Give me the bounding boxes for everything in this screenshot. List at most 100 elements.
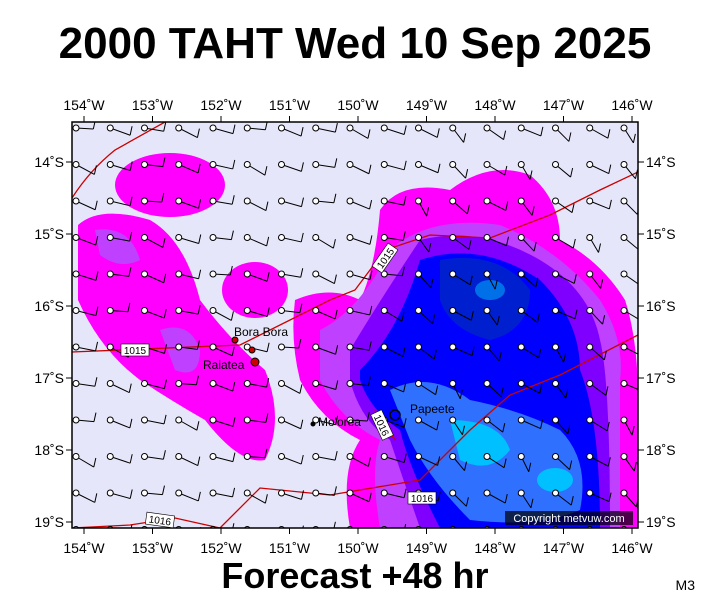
wind-barb [106, 380, 132, 394]
barb-flag [567, 424, 571, 434]
barb-staff [247, 273, 268, 282]
wind-barb [175, 304, 201, 315]
barb-staff [453, 530, 468, 542]
barb-flag [129, 126, 133, 136]
barb-flag [570, 496, 574, 506]
lon-label: 151˚W [269, 540, 311, 556]
barb-flag [196, 421, 200, 431]
barb-flag [602, 315, 606, 325]
station [586, 380, 594, 387]
barb-flag [471, 346, 475, 356]
wind-barb [415, 234, 432, 253]
wind-barb [243, 377, 270, 388]
barb-flag [403, 488, 407, 498]
wind-barb [346, 489, 372, 503]
barb-flag [531, 206, 535, 216]
barb-flag [335, 345, 339, 355]
wind-barb [312, 193, 337, 205]
barb-flag [465, 169, 469, 179]
lat-label: 18˚S [34, 442, 64, 458]
station [106, 234, 114, 241]
station [243, 161, 251, 168]
wind-barb [620, 124, 636, 144]
station [209, 307, 217, 314]
station [620, 161, 628, 168]
wind-barb [415, 197, 430, 217]
wind-barb [141, 307, 167, 319]
wind-barb [552, 453, 573, 470]
barb-staff [486, 237, 507, 247]
station [449, 270, 457, 278]
map-frame [71, 121, 639, 529]
barb-flag [530, 498, 534, 508]
barb-flag [266, 272, 270, 282]
barb-staff [384, 419, 405, 428]
wind-barb [141, 234, 166, 248]
copyright: Copyright metvuw.com [513, 513, 624, 525]
wind-barb [449, 161, 469, 179]
barb-flag [540, 126, 544, 137]
wind-barb [518, 526, 535, 544]
wind-barb [72, 234, 99, 246]
barb-flag [504, 493, 508, 504]
wind-barb [586, 270, 604, 289]
wind-barb [175, 416, 200, 431]
barb-flag [198, 199, 202, 209]
footer: Forecast +48 hr [221, 555, 488, 596]
barb-flag [335, 415, 339, 425]
barb-flag [568, 132, 572, 142]
barb-flag [535, 277, 539, 287]
wind-barb [483, 234, 509, 247]
station [449, 124, 457, 132]
islands [231, 336, 401, 427]
wind-barb [586, 343, 607, 361]
barb-flag [300, 268, 304, 278]
wind-barb [483, 124, 507, 141]
barb-staff [110, 530, 130, 534]
wind-barb [620, 307, 638, 320]
station [586, 489, 594, 497]
station [346, 416, 354, 424]
station [380, 307, 388, 314]
station [380, 270, 388, 278]
wind-barb [483, 307, 500, 326]
wind-barb [106, 302, 131, 314]
wind-barb [449, 270, 473, 286]
barb-staff [178, 456, 198, 467]
barb-flag [299, 384, 303, 394]
barb-staff [281, 419, 301, 430]
station [620, 453, 628, 460]
station [312, 270, 320, 278]
wind-barb [483, 161, 508, 176]
barb-flag [369, 270, 373, 280]
barb-flag [232, 381, 236, 392]
wind-barb [586, 197, 612, 210]
barb-flag [572, 238, 576, 249]
barb-flag [533, 535, 535, 544]
station [449, 489, 457, 497]
barb-flag [128, 267, 132, 277]
barb-staff [110, 419, 131, 429]
barb-flag [574, 309, 578, 319]
wind-barb [449, 307, 474, 321]
wind-barb [141, 270, 167, 284]
barb-flag [266, 530, 268, 539]
station [483, 489, 491, 497]
isobar-label: 1016 [407, 491, 437, 505]
wind-barb [243, 307, 270, 317]
barb-flag [127, 302, 131, 312]
barb-flag [163, 379, 167, 389]
station [312, 124, 320, 132]
barb-staff [349, 164, 370, 175]
barb-flag [367, 129, 371, 139]
station [312, 307, 320, 314]
station [346, 234, 354, 241]
wind-barb [415, 270, 434, 289]
barb-staff [521, 127, 542, 137]
barb-flag [197, 304, 201, 315]
station [620, 380, 628, 387]
barb-flag [93, 165, 97, 175]
station [243, 197, 251, 205]
wind-barb [175, 234, 202, 244]
station [415, 124, 422, 132]
